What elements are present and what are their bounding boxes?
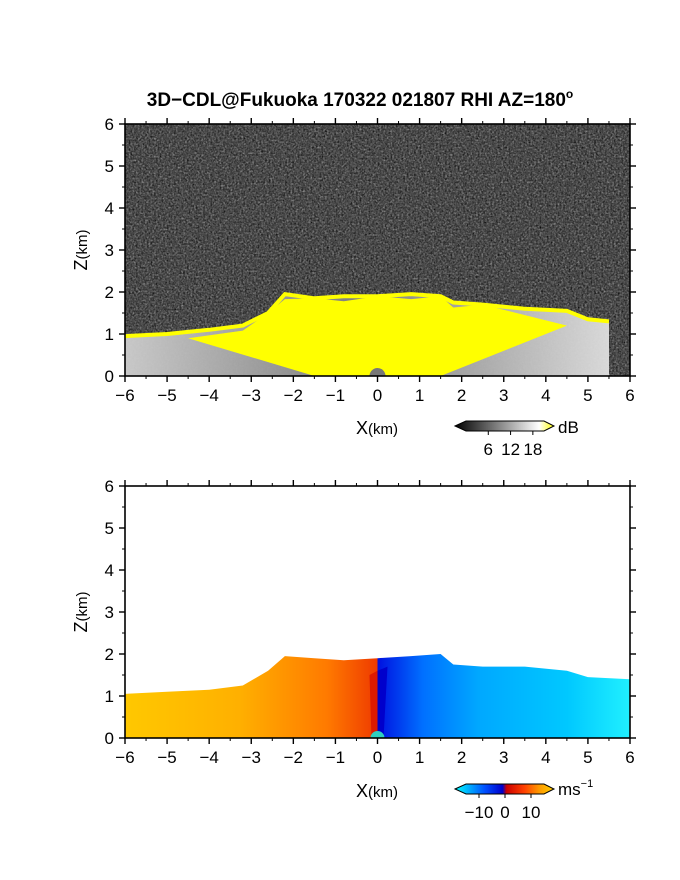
chart-1-echo-top-edge [125,291,610,339]
chart-2-y-axis-label: Z(km) [71,592,91,633]
chart-1-x-tick-label: 2 [457,386,466,405]
chart-2-x-tick-label: 4 [541,748,550,767]
chart-2-x-tick-label: 6 [625,748,634,767]
chart-1-colorbar-unit: dB [558,418,579,437]
chart-2-echo-field [125,654,630,738]
chart-1-x-tick-label: −4 [199,386,218,405]
chart-2-x-tick-label: 5 [583,748,592,767]
chart-1-x-tick-label: 0 [373,386,382,405]
chart-1-y-tick-label: 0 [105,367,114,386]
chart-2-x-axis-label: X(km) [356,781,398,801]
chart-1-x-tick-label: 5 [583,386,592,405]
chart-2-x-tick-label: −3 [242,748,261,767]
chart-2-colorbar: −10 0 10 ms−1 [453,778,593,822]
chart-1-x-tick-label: 4 [541,386,550,405]
chart-2-x-tick-label: −6 [115,748,134,767]
chart-1-x-tick-label: −3 [242,386,261,405]
chart-1-x-tick-label: −1 [326,386,345,405]
chart-1-plot-area [125,124,630,376]
chart-2-echo-near-left [369,670,378,738]
chart-2-radar-site [370,731,385,738]
chart-1-x-tick-label: 3 [499,386,508,405]
chart-1-colorbar-tick-label: 18 [523,440,542,459]
chart-1-y-tick-label: 1 [105,325,114,344]
chart-1-colorbar: 6 12 18 dB [453,418,579,459]
chart-2-x-tick-label: −5 [157,748,176,767]
chart-1-x-axis-label: X(km) [356,418,398,438]
chart-2-y-tick-label: 1 [105,687,114,706]
chart-1-x-tick-label: 1 [415,386,424,405]
chart-2-axes: −6 −5 −4 −3 −2 −1 0 1 2 3 4 5 6 0 1 2 3 4 5 6 [105,477,636,767]
chart-1-y-tick-label: 2 [105,283,114,302]
chart-2-y-tick-label: 6 [105,477,114,496]
chart-1-x-tick-label: 6 [625,386,634,405]
chart-2-colorbar-tick-label: −10 [465,803,494,822]
chart-2-y-tick-label: 0 [105,729,114,748]
chart-2-y-tick-label: 5 [105,519,114,538]
chart-1-colorbar-ramp [453,420,556,432]
chart-2-echo-near-right [377,666,388,738]
chart-2-colorbar-tick-label: 10 [522,803,541,822]
chart-2-colorbar-tick-label: 0 [500,803,509,822]
chart-2-x-tick-label: 1 [415,748,424,767]
chart-2-colorbar-ramp [453,783,556,795]
chart-2-x-tick-label: −4 [199,748,218,767]
chart-2-y-tick-label: 2 [105,645,114,664]
chart-2-x-tick-label: 2 [457,748,466,767]
chart-2-echo-region-receding [377,654,630,738]
chart-1-colorbar-tick-label: 12 [501,440,520,459]
chart-1-axes: −6 −5 −4 −3 −2 −1 0 1 2 3 4 5 6 0 1 2 3 4 5 6 [105,115,636,405]
chart-1-radar-site [369,368,386,376]
chart-1-y-axis-label: Z(km) [71,230,91,271]
chart-1-y-tick-label: 6 [105,115,114,134]
chart-1-x-tick-label: −5 [157,386,176,405]
chart-1-y-tick-label: 5 [105,157,114,176]
chart-2-plot-area [125,486,630,738]
chart-1-y-tick-label: 4 [105,199,114,218]
chart-1-colorbar-tick-label: 6 [484,440,493,459]
chart-1-title: 3D−CDL@Fukuoka 170322 021807 RHI AZ=180o [147,87,574,111]
chart-2-x-tick-label: −2 [284,748,303,767]
chart-2-x-tick-label: 0 [373,748,382,767]
chart-1-echo-core [188,296,567,376]
chart-2-echo-region-approaching [125,656,378,738]
chart-2-x-tick-label: 3 [499,748,508,767]
chart-2-x-tick-label: −1 [326,748,345,767]
chart-1-x-tick-label: −2 [284,386,303,405]
chart-2-y-tick-label: 4 [105,561,114,580]
chart-2-y-tick-label: 3 [105,603,114,622]
chart-1-echo-field [125,291,610,376]
chart-1-y-tick-label: 3 [105,241,114,260]
chart-1-x-tick-label: −6 [115,386,134,405]
chart-2-colorbar-unit: ms−1 [558,778,593,799]
